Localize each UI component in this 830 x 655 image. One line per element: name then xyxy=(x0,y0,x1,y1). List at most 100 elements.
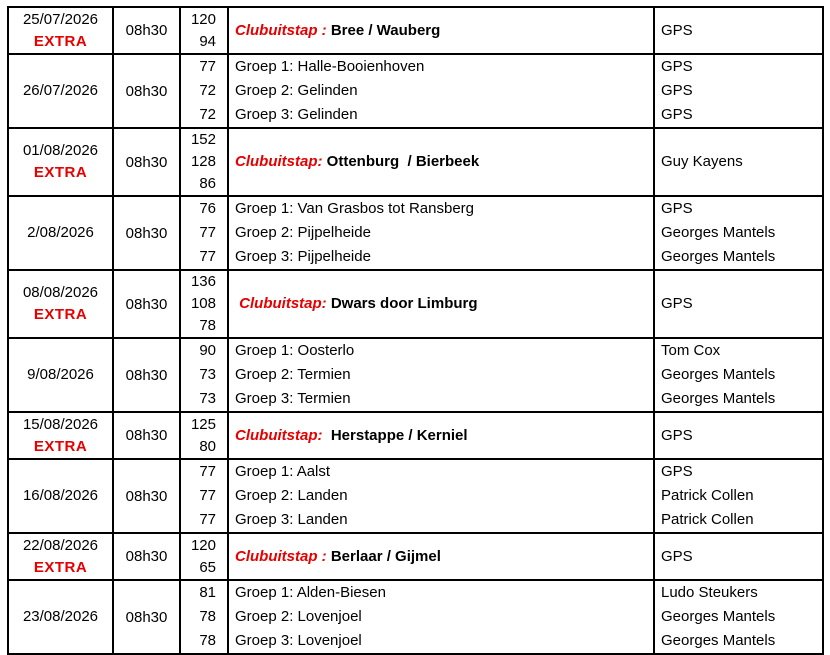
clubuitstap-label: Clubuitstap : xyxy=(235,547,327,565)
distance-km: 86 xyxy=(199,175,216,192)
distance-km: 152 xyxy=(190,131,216,148)
clubuitstap-label: Clubuitstap: xyxy=(235,426,323,444)
extra-badge: EXTRA xyxy=(33,437,88,455)
distance-km: 77 xyxy=(199,224,216,241)
leader-cell: GPS xyxy=(653,411,824,460)
date-cell: 15/08/2026 EXTRA xyxy=(7,411,114,460)
leader-name: GPS xyxy=(661,426,693,444)
start-time: 08h30 xyxy=(112,411,181,460)
extra-badge: EXTRA xyxy=(33,558,88,576)
group-line: Groep 2: Landen xyxy=(235,487,348,504)
leader-name: Georges Mantels xyxy=(661,390,776,407)
distance-km: 77 xyxy=(199,58,216,75)
ride-date: 08/08/2026 xyxy=(22,284,99,301)
leader-cell: Guy Kayens xyxy=(653,127,824,197)
distance-km: 77 xyxy=(199,511,216,528)
leader-name: GPS xyxy=(661,106,693,123)
table-row: 25/07/2026 EXTRA 08h30 120 94 Clubuitsta… xyxy=(7,6,824,55)
leader-name: Georges Mantels xyxy=(661,366,776,383)
distance-km: 120 xyxy=(190,10,216,28)
destination: Bree / Wauberg xyxy=(326,21,441,39)
distance-km: 81 xyxy=(199,584,216,601)
ride-date: 2/08/2026 xyxy=(27,224,94,241)
start-time: 08h30 xyxy=(112,195,181,271)
table-row: 9/08/2026 08h30 90 73 73 Groep 1: Ooster… xyxy=(7,337,824,413)
distance-cell: 125 80 xyxy=(179,411,229,460)
distance-km: 80 xyxy=(199,437,216,455)
start-time: 08h30 xyxy=(112,579,181,655)
group-line: Groep 2: Lovenjoel xyxy=(235,608,362,625)
clubuitstap-label: Clubuitstap: xyxy=(235,295,327,312)
distance-km: 78 xyxy=(199,317,216,334)
ride-date: 01/08/2026 xyxy=(22,142,99,159)
destination: Ottenburg / Bierbeek xyxy=(322,153,480,170)
group-line: Groep 2: Gelinden xyxy=(235,82,358,99)
leader-name: GPS xyxy=(661,547,693,565)
leader-name: GPS xyxy=(661,21,693,39)
distance-km: 128 xyxy=(190,153,216,170)
clubuitstap-label: Clubuitstap : xyxy=(235,21,327,39)
leader-name: Ludo Steukers xyxy=(661,584,758,601)
table-row: 01/08/2026 EXTRA 08h30 152 128 86 Clubui… xyxy=(7,127,824,197)
distance-km: 77 xyxy=(199,248,216,265)
description-cell: Groep 1: Halle-Booienhoven Groep 2: Geli… xyxy=(227,53,655,129)
group-line: Groep 3: Termien xyxy=(235,390,351,407)
distance-km: 72 xyxy=(199,106,216,123)
date-cell: 01/08/2026 EXTRA xyxy=(7,127,114,197)
description-cell: Groep 1: Aalst Groep 2: Landen Groep 3: … xyxy=(227,458,655,534)
distance-cell: 77 72 72 xyxy=(179,53,229,129)
leader-cell: GPS xyxy=(653,6,824,55)
distance-cell: 77 77 77 xyxy=(179,458,229,534)
start-time: 08h30 xyxy=(112,53,181,129)
extra-badge: EXTRA xyxy=(33,32,88,50)
description-cell: Clubuitstap: Dwars door Limburg xyxy=(227,269,655,339)
table-row: 26/07/2026 08h30 77 72 72 Groep 1: Halle… xyxy=(7,53,824,129)
distance-km: 125 xyxy=(190,415,216,433)
start-time: 08h30 xyxy=(112,458,181,534)
group-line: Groep 2: Termien xyxy=(235,366,351,383)
leader-cell: Ludo Steukers Georges Mantels Georges Ma… xyxy=(653,579,824,655)
destination: Berlaar / Gijmel xyxy=(326,547,441,565)
table-row: 08/08/2026 EXTRA 08h30 136 108 78 Clubui… xyxy=(7,269,824,339)
extra-badge: EXTRA xyxy=(33,164,88,181)
clubuitstap-label: Clubuitstap: xyxy=(235,153,323,170)
leader-cell: GPS Georges Mantels Georges Mantels xyxy=(653,195,824,271)
ride-date: 22/08/2026 xyxy=(22,536,99,554)
leader-name: GPS xyxy=(661,58,693,75)
ride-schedule-table: 25/07/2026 EXTRA 08h30 120 94 Clubuitsta… xyxy=(7,6,824,655)
leader-name: Patrick Collen xyxy=(661,511,754,528)
distance-cell: 120 94 xyxy=(179,6,229,55)
destination: Dwars door Limburg xyxy=(326,295,478,312)
destination: Herstappe / Kerniel xyxy=(322,426,468,444)
description-cell: Clubuitstap : Berlaar / Gijmel xyxy=(227,532,655,581)
table-row: 22/08/2026 EXTRA 08h30 120 65 Clubuitsta… xyxy=(7,532,824,581)
ride-date: 16/08/2026 xyxy=(22,487,99,504)
leader-name: Tom Cox xyxy=(661,342,721,359)
description-cell: Groep 1: Alden-Biesen Groep 2: Lovenjoel… xyxy=(227,579,655,655)
date-cell: 2/08/2026 xyxy=(7,195,114,271)
date-cell: 26/07/2026 xyxy=(7,53,114,129)
distance-km: 136 xyxy=(190,273,216,290)
group-line: Groep 1: Alden-Biesen xyxy=(235,584,386,601)
ride-date: 9/08/2026 xyxy=(27,366,94,383)
distance-km: 73 xyxy=(199,366,216,383)
table-row: 23/08/2026 08h30 81 78 78 Groep 1: Alden… xyxy=(7,579,824,655)
leader-cell: GPS GPS GPS xyxy=(653,53,824,129)
distance-km: 76 xyxy=(199,200,216,217)
distance-km: 94 xyxy=(199,32,216,50)
ride-date: 26/07/2026 xyxy=(22,82,99,99)
description-cell: Clubuitstap : Bree / Wauberg xyxy=(227,6,655,55)
group-line: Groep 1: Halle-Booienhoven xyxy=(235,58,425,75)
ride-date: 23/08/2026 xyxy=(22,608,99,625)
group-line: Groep 3: Pijpelheide xyxy=(235,248,371,265)
leader-name: Georges Mantels xyxy=(661,608,776,625)
ride-date: 15/08/2026 xyxy=(22,415,99,433)
table-row: 2/08/2026 08h30 76 77 77 Groep 1: Van Gr… xyxy=(7,195,824,271)
description-cell: Groep 1: Oosterlo Groep 2: Termien Groep… xyxy=(227,337,655,413)
distance-km: 78 xyxy=(199,608,216,625)
distance-km: 72 xyxy=(199,82,216,99)
group-line: Groep 3: Landen xyxy=(235,511,348,528)
description-cell: Groep 1: Van Grasbos tot Ransberg Groep … xyxy=(227,195,655,271)
leader-cell: GPS xyxy=(653,269,824,339)
start-time: 08h30 xyxy=(112,6,181,55)
